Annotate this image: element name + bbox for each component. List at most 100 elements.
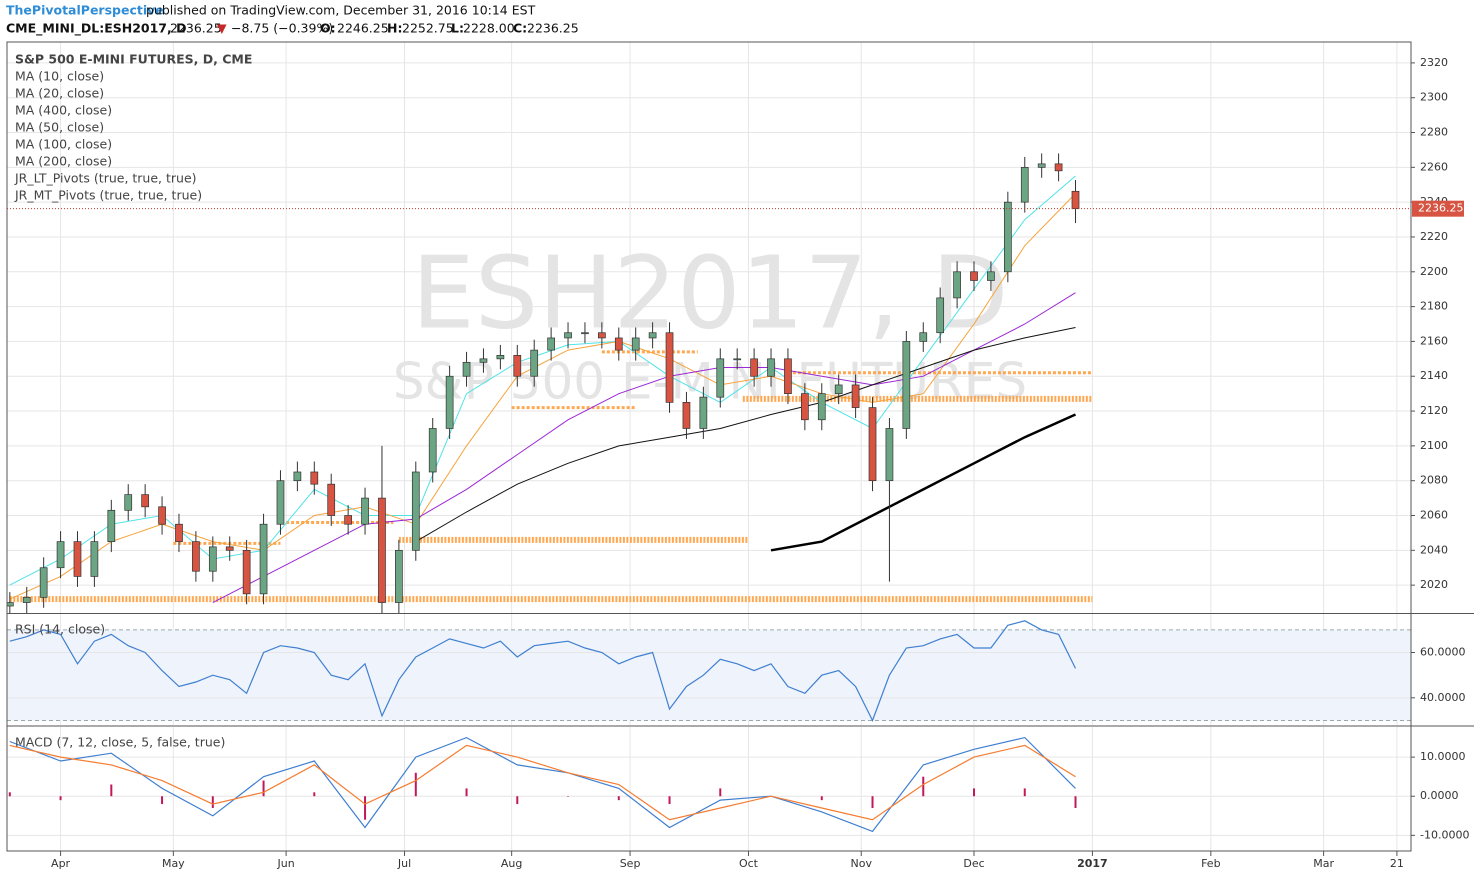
candle-body — [699, 396, 708, 429]
candle-body — [919, 332, 928, 342]
x-tick-label: Jun — [277, 857, 295, 870]
price-label: 2236.25 — [1418, 202, 1464, 215]
candle-body — [327, 483, 336, 516]
histogram-bar — [211, 796, 214, 808]
y-tick-label: 2140 — [1420, 369, 1448, 382]
histogram-bar — [973, 788, 976, 797]
candle-body — [259, 523, 268, 595]
legend-entry: MA (100, close) — [15, 137, 112, 152]
candle-body — [242, 549, 251, 595]
ohlc-key: L: — [451, 21, 464, 36]
candle-body — [22, 596, 31, 603]
y-tick-label: 2180 — [1420, 300, 1448, 313]
candle-body — [750, 358, 758, 377]
legend-entry: MA (50, close) — [15, 120, 104, 135]
x-tick-label: Jul — [397, 857, 411, 870]
x-tick-label: 21 — [1390, 857, 1404, 870]
y-tick-label: 2080 — [1420, 474, 1448, 487]
candle-body — [479, 358, 488, 363]
candle-body — [682, 402, 691, 429]
histogram-bar — [313, 792, 316, 797]
ohlc-key: H: — [387, 21, 402, 36]
candle-body — [141, 494, 149, 508]
ohlc-value: 2252.75 — [402, 21, 454, 36]
legend-entry: MA (20, close) — [15, 86, 104, 101]
candle-body — [1037, 163, 1046, 168]
legend-entry: JR_LT_Pivots (true, true, true) — [14, 171, 197, 186]
pane: ESH2017, DS&P 500 E-MINI FUTURES — [7, 42, 1411, 613]
candle-body — [547, 337, 555, 351]
y-tick-label: -10.0000 — [1420, 828, 1469, 841]
x-tick-label: 2017 — [1077, 857, 1108, 870]
x-tick-label: Apr — [51, 857, 71, 870]
line — [9, 175, 1076, 586]
candle-body — [936, 297, 945, 334]
y-tick-label: 2220 — [1420, 230, 1448, 243]
histogram-bar — [59, 796, 62, 801]
y-tick-label: 10.0000 — [1420, 750, 1466, 763]
change-arrow: ▼ — [217, 21, 227, 36]
legend-entry: MA (10, close) — [15, 69, 104, 84]
candle-body — [496, 355, 505, 360]
pane-legend: MACD (7, 12, close, 5, false, true) — [15, 735, 225, 750]
pane — [7, 727, 1411, 851]
candle-body — [648, 332, 657, 339]
candle-body — [378, 497, 386, 603]
candle-body — [395, 549, 403, 603]
ohlc-value: 2236.25 — [527, 21, 579, 36]
histogram-bar — [364, 796, 367, 820]
candle-body — [158, 506, 166, 525]
histogram-bar — [1074, 796, 1077, 808]
change: −8.75 (−0.39%) — [231, 21, 333, 36]
candle-body — [970, 271, 978, 281]
candle-body — [90, 541, 99, 577]
histogram-bar — [1023, 788, 1026, 797]
pane — [7, 614, 1411, 725]
ohlc-value: 2246.25 — [337, 21, 389, 36]
line — [212, 292, 1076, 604]
candle-body — [276, 480, 285, 525]
y-tick-label: 40.0000 — [1420, 691, 1466, 704]
candle-body — [614, 337, 623, 351]
y-tick-label: 2320 — [1420, 56, 1448, 69]
author[interactable]: ThePivotalPerspective — [6, 3, 164, 18]
candle-body — [834, 384, 843, 395]
candle-body — [581, 332, 589, 335]
histogram-bar — [465, 788, 468, 797]
candle-body — [817, 393, 826, 421]
candle-body — [225, 546, 234, 551]
legend-entry: MA (400, close) — [15, 103, 112, 118]
y-tick-label: 2300 — [1420, 91, 1448, 104]
candle-body — [73, 541, 82, 577]
x-tick-label: Nov — [851, 857, 873, 870]
candle-body — [1020, 166, 1029, 203]
y-tick-label: 2280 — [1420, 126, 1448, 139]
y-tick-label: 60.0000 — [1420, 646, 1466, 659]
y-tick-label: 0.0000 — [1420, 789, 1459, 802]
candle-body — [851, 384, 860, 408]
legend-entry: JR_MT_Pivots (true, true, true) — [14, 188, 202, 203]
line — [9, 744, 1076, 821]
price-label-bg — [1412, 200, 1464, 217]
candle-body — [192, 541, 200, 572]
y-tick-label: 2120 — [1420, 404, 1448, 417]
candle-body — [767, 358, 775, 377]
candle-body — [411, 471, 420, 551]
y-tick-label: 2160 — [1420, 334, 1448, 347]
candle-body — [124, 494, 133, 511]
line — [415, 327, 1076, 543]
candle-body — [7, 602, 14, 607]
legend-entry: MA (200, close) — [15, 154, 112, 169]
candle-body — [361, 497, 369, 525]
histogram-bar — [820, 796, 823, 801]
legend-title: S&P 500 E-MINI FUTURES, D, CME — [15, 52, 252, 67]
rsi-band — [7, 629, 1411, 721]
line — [9, 620, 1077, 723]
watermark: ESH2017, D — [412, 234, 1009, 351]
candle-body — [987, 271, 995, 281]
candle-body — [1054, 163, 1063, 172]
candle-body — [631, 337, 640, 351]
candle-body — [462, 361, 471, 377]
